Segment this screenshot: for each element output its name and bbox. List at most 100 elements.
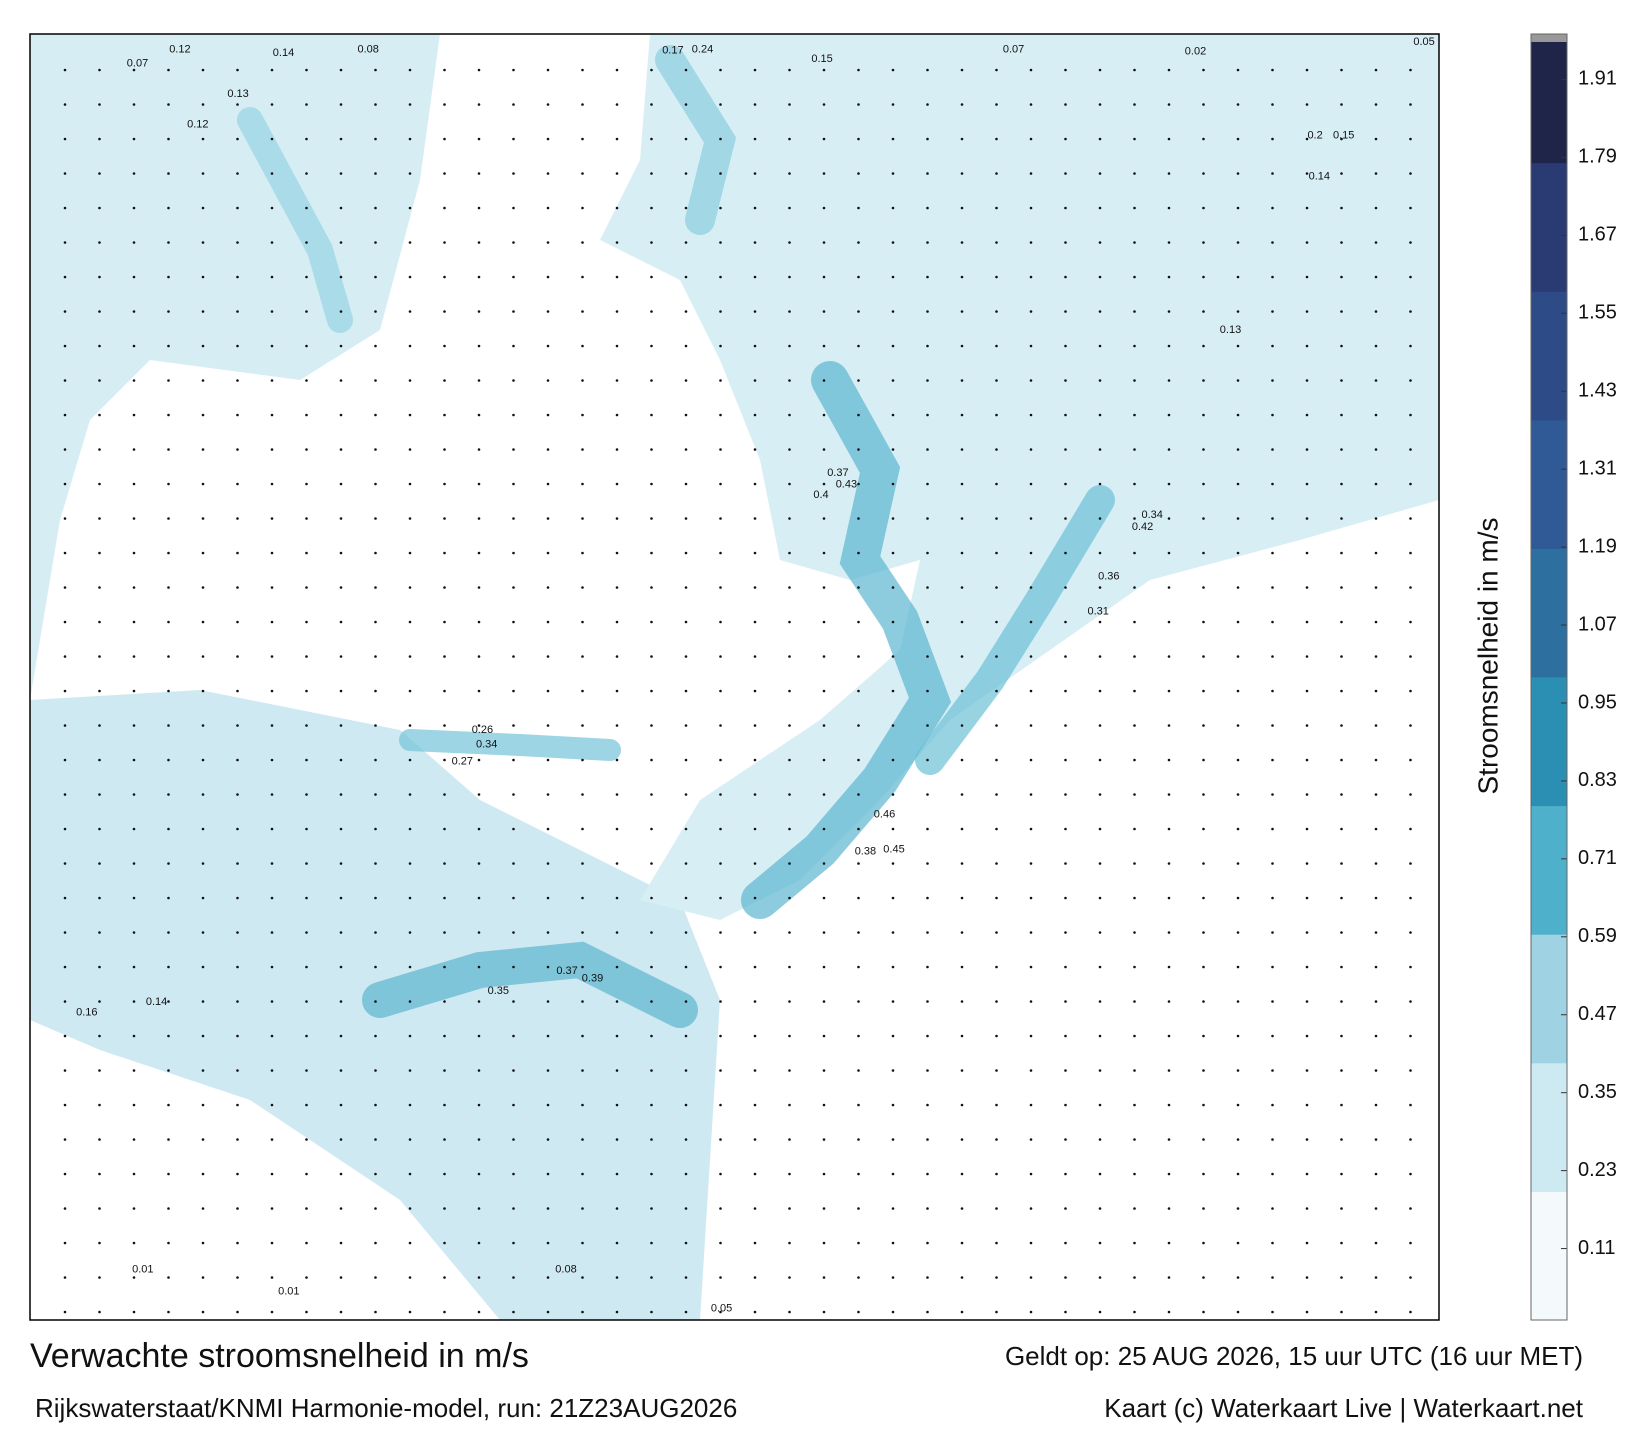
grid-dot	[1064, 206, 1067, 210]
grid-dot	[753, 689, 757, 693]
grid-dot	[443, 241, 446, 244]
grid-dot	[1374, 379, 1378, 382]
grid-dot	[1236, 931, 1240, 934]
grid-dot	[1409, 1034, 1412, 1038]
grid-dot	[719, 586, 722, 589]
grid-dot	[477, 68, 481, 72]
grid-dot	[512, 758, 515, 762]
grid-dot	[1374, 1241, 1378, 1245]
grid-dot	[753, 1172, 757, 1176]
grid-dot	[512, 344, 515, 348]
grid-dot	[684, 275, 688, 279]
grid-dot	[236, 206, 239, 210]
grid-dot	[1271, 413, 1274, 417]
grid-dot	[1064, 931, 1067, 934]
grid-dot	[546, 1138, 550, 1141]
grid-dot	[1271, 586, 1274, 589]
grid-dot	[615, 793, 619, 796]
grid-dot	[443, 310, 446, 313]
grid-dot	[98, 551, 101, 555]
grid-dot	[339, 586, 343, 589]
grid-dot	[822, 241, 826, 244]
grid-dot	[512, 1000, 515, 1003]
grid-dot	[995, 1069, 998, 1072]
grid-dot	[1064, 344, 1067, 348]
grid-dot	[1064, 620, 1067, 624]
grid-dot	[960, 137, 964, 141]
grid-dot	[581, 1000, 584, 1003]
grid-dot	[684, 517, 688, 520]
grid-dot	[98, 482, 101, 486]
grid-dot	[270, 1310, 274, 1314]
grid-dot	[891, 758, 895, 762]
grid-dot	[822, 1069, 826, 1072]
grid-dot	[1167, 103, 1171, 106]
grid-dot	[374, 586, 377, 589]
grid-dot	[1133, 793, 1136, 796]
colorbar-band	[1531, 677, 1567, 807]
grid-dot	[684, 827, 688, 831]
grid-dot	[615, 68, 619, 72]
grid-dot	[822, 1207, 826, 1210]
grid-dot	[339, 310, 343, 313]
grid-dot	[1271, 241, 1274, 244]
grid-dot	[581, 551, 584, 555]
grid-dot	[98, 137, 101, 141]
grid-dot	[581, 655, 584, 658]
grid-dot	[615, 1241, 619, 1245]
grid-dot	[1167, 827, 1171, 831]
grid-dot	[201, 620, 205, 624]
speed-label: 0.07	[1003, 44, 1024, 56]
grid-dot	[236, 137, 239, 141]
grid-dot	[132, 413, 136, 417]
grid-dot	[1374, 724, 1378, 727]
grid-dot	[684, 172, 688, 175]
grid-dot	[305, 1103, 308, 1107]
grid-dot	[236, 241, 239, 244]
grid-dot	[788, 1241, 791, 1245]
grid-dot	[926, 586, 929, 589]
grid-dot	[236, 1310, 239, 1314]
grid-dot	[1133, 1138, 1136, 1141]
grid-dot	[719, 379, 722, 382]
grid-dot	[1409, 413, 1412, 417]
speed-label: 0.37	[827, 467, 848, 479]
grid-dot	[995, 586, 998, 589]
grid-dot	[270, 1069, 274, 1072]
grid-dot	[98, 206, 101, 210]
grid-dot	[546, 103, 550, 106]
grid-dot	[684, 724, 688, 727]
grid-dot	[270, 275, 274, 279]
grid-dot	[995, 482, 998, 486]
grid-dot	[63, 310, 67, 313]
grid-dot	[1340, 862, 1343, 865]
grid-dot	[960, 310, 964, 313]
grid-dot	[1340, 172, 1343, 175]
grid-dot	[1029, 517, 1033, 520]
grid-dot	[1098, 655, 1102, 658]
grid-dot	[1098, 344, 1102, 348]
grid-dot	[1167, 379, 1171, 382]
grid-dot	[98, 1103, 101, 1107]
grid-dot	[1167, 448, 1171, 451]
grid-dot	[753, 1276, 757, 1279]
grid-dot	[167, 793, 170, 796]
grid-dot	[1202, 1276, 1205, 1279]
grid-dot	[1098, 1138, 1102, 1141]
grid-dot	[822, 1241, 826, 1245]
speed-label: 0.08	[357, 44, 378, 56]
grid-dot	[650, 172, 653, 175]
grid-dot	[1133, 172, 1136, 175]
grid-dot	[132, 758, 136, 762]
grid-dot	[63, 448, 67, 451]
grid-dot	[1340, 517, 1343, 520]
grid-dot	[719, 103, 722, 106]
grid-dot	[650, 586, 653, 589]
grid-dot	[1098, 137, 1102, 141]
grid-dot	[1305, 1310, 1309, 1314]
grid-dot	[684, 137, 688, 141]
grid-dot	[684, 344, 688, 348]
grid-dot	[236, 862, 239, 865]
grid-dot	[408, 1241, 412, 1245]
grid-dot	[305, 1000, 308, 1003]
